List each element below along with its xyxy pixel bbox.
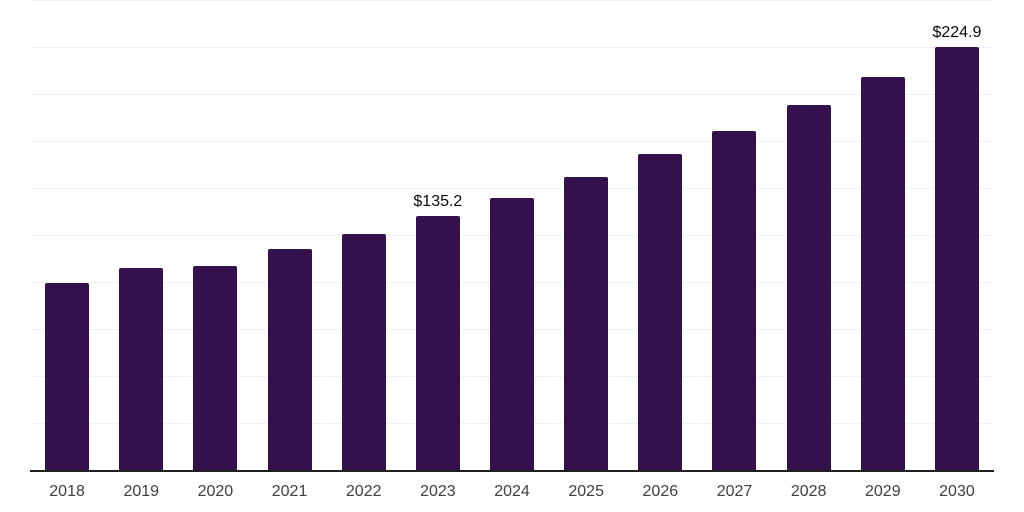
x-tick-label-2019: 2019	[123, 483, 160, 500]
gridline-y-225	[30, 47, 994, 48]
bar-slot-2029	[846, 0, 920, 470]
bar-2028[interactable]	[786, 105, 831, 470]
data-label-2030: $224.9	[932, 24, 982, 42]
x-tick-label-2022: 2022	[345, 483, 382, 500]
bar-2018[interactable]	[45, 282, 90, 470]
bar-slot-2024	[475, 0, 549, 470]
bar-2030[interactable]	[934, 47, 979, 470]
bar-2025[interactable]	[564, 177, 609, 470]
bars-row: $135.2 $224.9	[30, 0, 994, 470]
bar-slot-2027	[697, 0, 771, 470]
gridline-y-175	[30, 141, 994, 142]
x-tick-label-2029: 2029	[865, 483, 901, 500]
x-tick-label-2030: 2030	[939, 483, 975, 500]
bar-slot-2018	[30, 0, 104, 470]
x-tick-label-2028: 2028	[790, 483, 827, 500]
bar-slot-2021	[252, 0, 326, 470]
gridline-y-250	[30, 0, 994, 1]
x-tick-label-2020: 2020	[197, 483, 234, 500]
bar-2027[interactable]	[712, 130, 757, 470]
x-tick-label-2023: 2023	[420, 483, 456, 500]
bar-slot-2025	[549, 0, 623, 470]
bar-slot-2019	[104, 0, 178, 470]
bar-2023[interactable]	[415, 215, 460, 470]
bar-2024[interactable]	[490, 198, 535, 470]
x-axis-tick-labels: 2018 2019 2020 2021 2022 2023 2024 2025 2026 2027…	[30, 472, 994, 512]
x-tick-label-2027: 2027	[716, 483, 753, 500]
bar-2019[interactable]	[119, 268, 164, 470]
x-axis-line	[30, 470, 994, 472]
bar-slot-2023: $135.2	[401, 0, 475, 470]
bar-slot-2028	[772, 0, 846, 470]
x-tick-label-2025: 2025	[568, 483, 604, 500]
bar-slot-2020	[178, 0, 252, 470]
x-tick-label-2021: 2021	[271, 483, 308, 500]
plot-area: $135.2 $224.9	[30, 0, 994, 470]
bar-slot-2022	[327, 0, 401, 470]
x-tick-label-2018: 2018	[49, 483, 85, 500]
bar-2029[interactable]	[860, 77, 905, 470]
x-tick-label-2026: 2026	[642, 483, 679, 500]
bar-slot-2030: $224.9	[920, 0, 994, 470]
data-label-2023: $135.2	[413, 192, 463, 210]
bar-2020[interactable]	[193, 266, 238, 470]
gridline-y-150	[30, 188, 994, 189]
bar-2021[interactable]	[267, 248, 312, 470]
gridline-y-200	[30, 94, 994, 95]
bar-2022[interactable]	[341, 233, 386, 470]
bar-2026[interactable]	[638, 154, 683, 470]
x-tick-label-2024: 2024	[494, 483, 530, 500]
bar-slot-2026	[623, 0, 697, 470]
